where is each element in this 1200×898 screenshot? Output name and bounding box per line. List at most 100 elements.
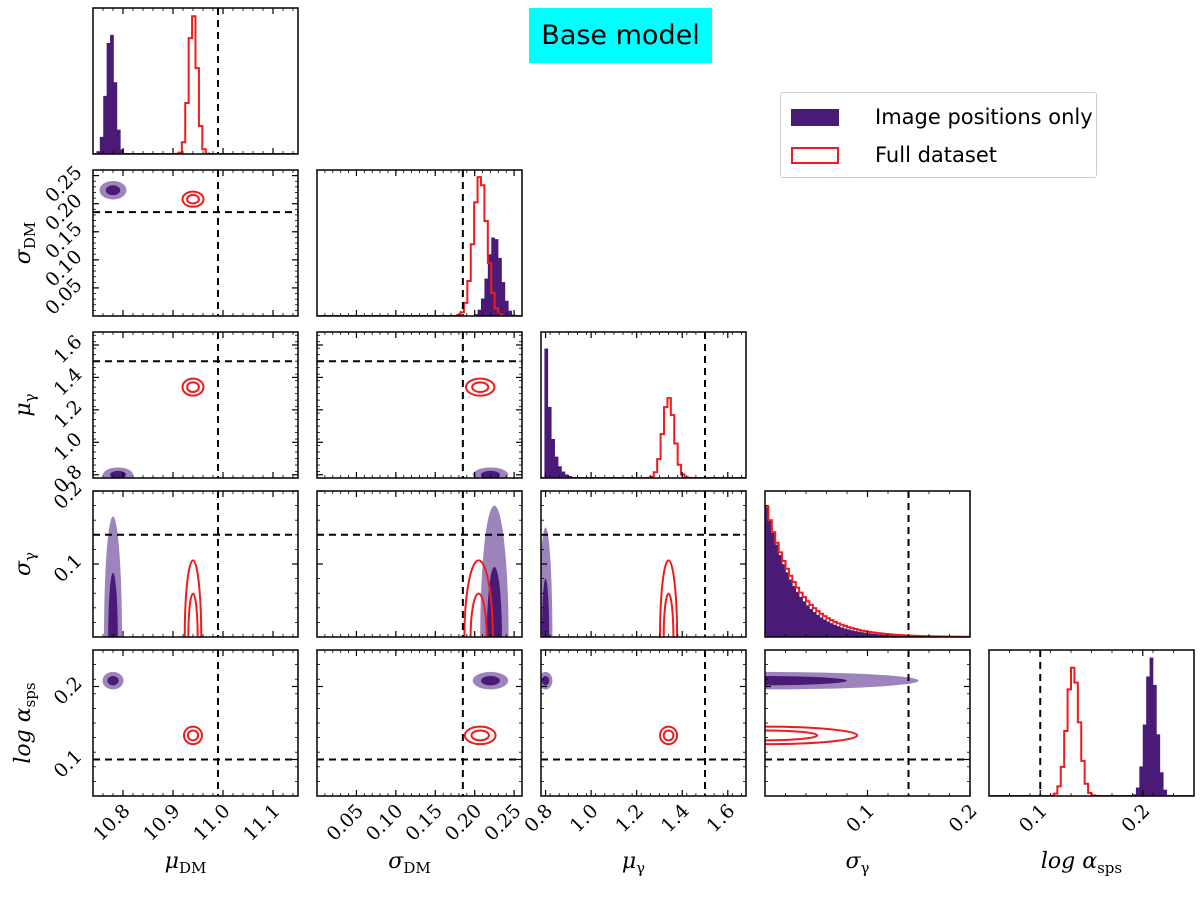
y-axis-label-sigmaDM: σDM [11, 222, 39, 264]
hist-bar-image-positions [867, 633, 872, 637]
hist-bar-image-positions [1146, 676, 1150, 796]
hist-bar-image-positions [847, 629, 851, 637]
contour-1sigma-full-dataset [662, 592, 675, 637]
hist-bar-image-positions [481, 298, 485, 316]
panel-ticks [92, 649, 298, 797]
hist-bar-image-positions [792, 586, 797, 637]
x-tick-label: 11.0 [189, 800, 234, 845]
hist-bar-image-positions [501, 282, 506, 316]
hist-step-full-dataset [93, 15, 298, 154]
hist-bar-image-positions [1156, 734, 1161, 796]
panel-frame [92, 7, 299, 155]
hist-bar-image-positions [799, 596, 803, 637]
hist-bar-image-positions [564, 474, 569, 478]
x-axis-label-subscript: γ [636, 859, 645, 877]
hist-bar-image-positions [864, 632, 868, 637]
legend-label: Full dataset [875, 143, 997, 167]
panel-frame [316, 649, 523, 797]
panel-frame [540, 331, 747, 479]
panel-ticks [540, 332, 742, 478]
panel-frame [316, 331, 523, 479]
hist-bar-image-positions [477, 309, 482, 316]
contour-1sigma-image-positions [765, 675, 847, 686]
hist-bar-image-positions [120, 149, 125, 154]
chart-title: Base model [529, 8, 712, 63]
contour-1sigma-full-dataset [471, 381, 490, 393]
contour-2sigma-full-dataset [659, 725, 679, 746]
y-axis-label-subscript: γ [21, 552, 39, 561]
contour-1sigma-full-dataset [186, 381, 200, 393]
y-tick-label: 1.0 [50, 428, 87, 465]
x-tick-label: 0.05 [322, 800, 367, 845]
contour-1sigma-full-dataset [765, 729, 819, 742]
contour-1sigma-image-positions [481, 470, 500, 478]
hist-bar-image-positions [561, 471, 566, 478]
hist-bar-image-positions [877, 634, 882, 637]
hist-bar-image-positions [823, 619, 827, 637]
hist-bar-image-positions [778, 554, 783, 637]
contour-2sigma-full-dataset [181, 377, 205, 397]
contour-1sigma-image-positions [481, 675, 500, 686]
hist-bar-image-positions [771, 532, 776, 637]
x-tick-label: 1.0 [566, 800, 603, 837]
hist-bar-image-positions [788, 579, 793, 637]
contour-2sigma-full-dataset [465, 377, 496, 397]
x-tick-label: 1.4 [657, 800, 694, 837]
hist-bar-image-positions [802, 601, 807, 637]
hist-bar-image-positions [1139, 766, 1144, 796]
y-axis-label-logalpha: log αsps [11, 682, 39, 763]
hist-bar-image-positions [833, 624, 838, 637]
legend-label: Image positions only [875, 105, 1093, 129]
y-tick-label: 0.1 [50, 550, 87, 587]
y-tick-label: 0.2 [50, 672, 87, 709]
hist-bar-image-positions [103, 95, 107, 154]
x-tick-label: 0.15 [401, 800, 446, 845]
hist-bar-image-positions [819, 617, 824, 637]
legend: Image positions only Full dataset [780, 92, 1097, 178]
contour-2sigma-full-dataset [765, 725, 859, 746]
hist-bar-image-positions [843, 628, 848, 637]
y-tick-label: 1.6 [50, 331, 87, 368]
x-axis-label-subscript: DM [179, 859, 206, 877]
x-axis-label-logalpha: log αsps [1041, 849, 1122, 877]
panel-ticks [92, 8, 294, 154]
pair-muDM-logalpha [102, 671, 203, 746]
hist-bar-image-positions [99, 136, 104, 154]
hist-bar-image-positions [116, 129, 121, 154]
hist-bar-image-positions [826, 621, 831, 637]
x-tick-label: 0.8 [520, 800, 557, 837]
hist-bar-image-positions [836, 626, 841, 637]
x-axis-label-subscript: γ [861, 859, 870, 877]
pair-sigmaDM-logalpha [463, 671, 509, 746]
x-axis-label-sigmaDM: σDM [388, 849, 430, 877]
hist-bar-image-positions [809, 608, 814, 637]
pair-muDM-sigmaDM [99, 180, 205, 208]
hist-bar-image-positions [888, 635, 892, 637]
contour-1sigma-image-positions [486, 566, 502, 637]
hist-bar-image-positions [881, 634, 885, 637]
x-axis-label-sigmagamma: σγ [846, 849, 870, 877]
y-axis-label-mugamma: μγ [11, 393, 39, 416]
panel-ticks [540, 649, 746, 797]
panel-ticks [92, 332, 298, 479]
hist-bar-image-positions [785, 572, 790, 637]
hist-bar-image-positions [775, 544, 779, 637]
hist-bar-image-positions [558, 466, 562, 478]
contour-1sigma-full-dataset [662, 729, 675, 742]
marginal-muDM [93, 15, 298, 154]
x-axis-label-muDM: μDM [165, 849, 207, 877]
panel-ticks [316, 490, 522, 638]
contour-2sigma-full-dataset [181, 190, 205, 208]
y-axis-label-sigmagamma: σγ [11, 552, 39, 576]
hist-bar-image-positions [487, 254, 492, 316]
legend-swatch-filled [791, 108, 839, 126]
hist-bar-image-positions [96, 151, 101, 154]
x-axis-label-mugamma: μγ [622, 849, 645, 877]
hist-bar-image-positions [113, 82, 118, 154]
y-axis-label-subscript: DM [21, 222, 39, 249]
contour-1sigma-image-positions [107, 675, 119, 686]
x-tick-label: 1.2 [611, 800, 648, 837]
x-tick-label: 0.2 [1117, 800, 1154, 837]
pair-muDM-sigmagamma [104, 516, 203, 637]
